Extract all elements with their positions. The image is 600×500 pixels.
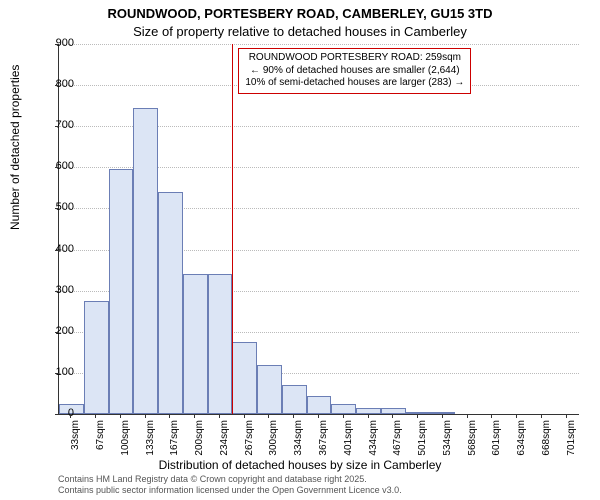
histogram-bar [257, 365, 282, 414]
histogram-bar [430, 412, 455, 414]
y-tick-mark [55, 85, 59, 86]
x-tick-label: 300sqm [268, 420, 279, 462]
y-tick-mark [55, 44, 59, 45]
y-tick-mark [55, 208, 59, 209]
histogram-bar [356, 408, 381, 414]
x-tick-label: 334sqm [293, 420, 304, 462]
x-tick-mark [120, 414, 121, 418]
histogram-bar [84, 301, 109, 414]
x-tick-mark [244, 414, 245, 418]
x-tick-label: 100sqm [120, 420, 131, 462]
x-tick-label: 701sqm [566, 420, 577, 462]
x-tick-label: 501sqm [417, 420, 428, 462]
chart-container: ROUNDWOOD, PORTESBERY ROAD, CAMBERLEY, G… [0, 0, 600, 500]
x-tick-label: 200sqm [194, 420, 205, 462]
y-tick-mark [55, 126, 59, 127]
x-tick-mark [566, 414, 567, 418]
x-tick-label: 634sqm [516, 420, 527, 462]
footer-line2: Contains public sector information licen… [58, 485, 402, 496]
x-tick-mark [169, 414, 170, 418]
footer-attribution: Contains HM Land Registry data © Crown c… [58, 474, 402, 496]
x-tick-mark [194, 414, 195, 418]
x-tick-mark [145, 414, 146, 418]
x-tick-mark [541, 414, 542, 418]
histogram-bar [208, 274, 233, 414]
x-tick-label: 33sqm [70, 420, 81, 462]
x-tick-label: 668sqm [541, 420, 552, 462]
annotation-line: ROUNDWOOD PORTESBERY ROAD: 259sqm [245, 52, 464, 65]
y-tick-mark [55, 167, 59, 168]
x-tick-mark [442, 414, 443, 418]
histogram-bar [133, 108, 158, 414]
x-tick-mark [417, 414, 418, 418]
x-tick-label: 133sqm [145, 420, 156, 462]
x-tick-mark [318, 414, 319, 418]
histogram-bar [232, 342, 257, 414]
x-tick-label: 267sqm [244, 420, 255, 462]
plot-area: ROUNDWOOD PORTESBERY ROAD: 259sqm← 90% o… [58, 44, 579, 415]
histogram-bar [331, 404, 356, 414]
histogram-bar [109, 169, 134, 414]
x-tick-mark [343, 414, 344, 418]
annotation-line: ← 90% of detached houses are smaller (2,… [245, 65, 464, 78]
x-tick-mark [516, 414, 517, 418]
x-tick-label: 467sqm [392, 420, 403, 462]
y-axis-label: Number of detached properties [8, 65, 22, 230]
x-tick-mark [219, 414, 220, 418]
x-tick-mark [293, 414, 294, 418]
annotation-line: 10% of semi-detached houses are larger (… [245, 77, 464, 90]
x-tick-mark [392, 414, 393, 418]
y-tick-label: 800 [34, 78, 74, 90]
y-tick-label: 0 [34, 407, 74, 419]
x-tick-mark [467, 414, 468, 418]
x-tick-label: 568sqm [467, 420, 478, 462]
y-tick-label: 100 [34, 366, 74, 378]
histogram-bar [307, 396, 332, 415]
y-tick-mark [55, 373, 59, 374]
y-tick-mark [55, 414, 59, 415]
gridline [59, 44, 579, 45]
y-tick-mark [55, 291, 59, 292]
x-tick-mark [491, 414, 492, 418]
x-tick-mark [268, 414, 269, 418]
y-tick-label: 900 [34, 37, 74, 49]
y-tick-label: 400 [34, 243, 74, 255]
histogram-bar [183, 274, 208, 414]
x-tick-label: 601sqm [491, 420, 502, 462]
x-axis-label: Distribution of detached houses by size … [0, 458, 600, 472]
marker-vline [232, 44, 233, 414]
chart-title-line1: ROUNDWOOD, PORTESBERY ROAD, CAMBERLEY, G… [0, 6, 600, 21]
y-tick-mark [55, 332, 59, 333]
y-tick-label: 700 [34, 119, 74, 131]
y-tick-label: 300 [34, 284, 74, 296]
x-tick-mark [95, 414, 96, 418]
x-tick-label: 401sqm [343, 420, 354, 462]
y-tick-label: 500 [34, 201, 74, 213]
footer-line1: Contains HM Land Registry data © Crown c… [58, 474, 402, 485]
marker-annotation: ROUNDWOOD PORTESBERY ROAD: 259sqm← 90% o… [238, 48, 471, 94]
x-tick-mark [368, 414, 369, 418]
x-tick-label: 367sqm [318, 420, 329, 462]
histogram-bar [158, 192, 183, 414]
x-tick-label: 534sqm [442, 420, 453, 462]
y-tick-mark [55, 250, 59, 251]
x-tick-label: 434sqm [368, 420, 379, 462]
y-tick-label: 200 [34, 325, 74, 337]
x-tick-label: 167sqm [169, 420, 180, 462]
chart-title-line2: Size of property relative to detached ho… [0, 24, 600, 39]
x-tick-label: 234sqm [219, 420, 230, 462]
y-tick-label: 600 [34, 160, 74, 172]
histogram-bar [282, 385, 307, 414]
x-tick-label: 67sqm [95, 420, 106, 462]
x-tick-mark [70, 414, 71, 418]
